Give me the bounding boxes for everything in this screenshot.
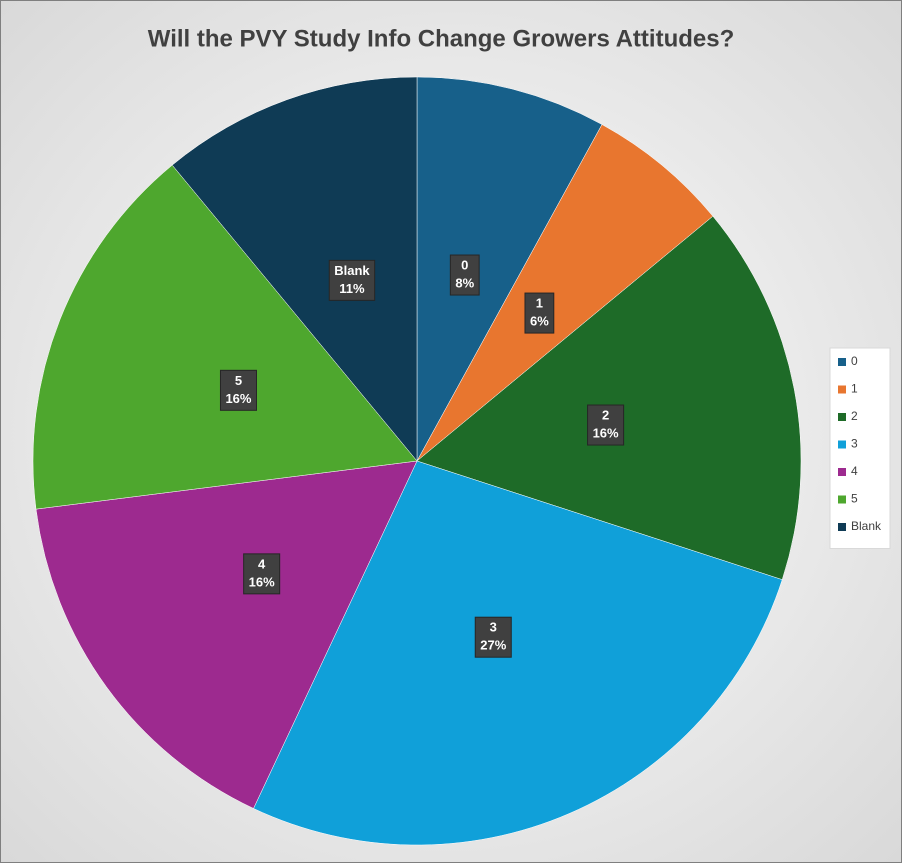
pie-slice bbox=[253, 460, 783, 846]
data-label-box bbox=[524, 292, 555, 334]
data-label: 216% bbox=[587, 404, 625, 446]
legend-label: 0 bbox=[851, 354, 858, 368]
legend-label: Blank bbox=[851, 519, 882, 533]
data-label-value: 16% bbox=[593, 425, 619, 440]
pie-slice bbox=[416, 76, 603, 462]
data-label-category: 4 bbox=[258, 556, 266, 571]
legend-swatch bbox=[838, 358, 846, 366]
data-label-value: 27% bbox=[480, 638, 506, 653]
data-label: 16% bbox=[524, 292, 555, 334]
pie-slice bbox=[171, 76, 418, 462]
data-label: 327% bbox=[474, 616, 512, 658]
pie-slice bbox=[32, 164, 418, 510]
pie-slice bbox=[416, 215, 802, 580]
data-label-category: 0 bbox=[461, 257, 468, 272]
data-label-value: 6% bbox=[530, 313, 549, 328]
data-label-category: 5 bbox=[235, 373, 242, 388]
data-label-value: 16% bbox=[249, 574, 275, 589]
legend-label: 5 bbox=[851, 492, 858, 506]
data-label-box bbox=[449, 254, 480, 296]
legend-swatch bbox=[838, 468, 846, 476]
chart-title: Will the PVY Study Info Change Growers A… bbox=[148, 25, 735, 52]
data-label: 416% bbox=[243, 553, 281, 595]
legend-swatch bbox=[838, 413, 846, 421]
data-label: Blank 11% bbox=[328, 259, 376, 301]
legend-swatch bbox=[838, 523, 846, 531]
legend-label: 3 bbox=[851, 437, 858, 451]
data-label-box bbox=[243, 553, 281, 595]
legend-label: 4 bbox=[851, 464, 858, 478]
data-label-category: 1 bbox=[536, 295, 543, 310]
pie-slice bbox=[416, 124, 714, 462]
data-label-value: 8% bbox=[455, 275, 474, 290]
data-label-category: Blank bbox=[334, 263, 370, 278]
data-label-category: 2 bbox=[602, 407, 609, 422]
legend-swatch bbox=[838, 495, 846, 504]
legend-label: 1 bbox=[851, 382, 858, 396]
data-label: 516% bbox=[219, 369, 257, 411]
data-label-box bbox=[328, 259, 376, 301]
legend-label: 2 bbox=[851, 409, 858, 423]
data-label-box bbox=[219, 369, 257, 411]
data-label-value: 11% bbox=[339, 281, 365, 296]
pie-slice bbox=[35, 460, 418, 809]
data-label-category: 3 bbox=[490, 620, 497, 635]
legend-swatch bbox=[838, 385, 846, 394]
data-label-value: 16% bbox=[225, 391, 251, 406]
legend-swatch bbox=[838, 440, 846, 449]
data-label: 08% bbox=[449, 254, 480, 296]
data-label-box bbox=[587, 404, 625, 446]
data-label-box bbox=[474, 616, 512, 658]
